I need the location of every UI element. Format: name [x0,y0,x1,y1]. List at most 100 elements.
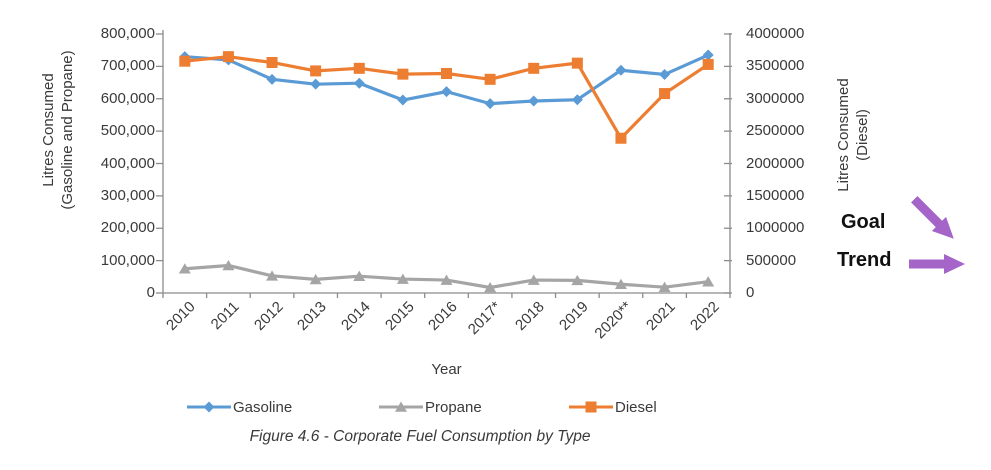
x-axis-tick-label: 2010 [163,298,200,334]
legend-marker [395,401,407,412]
x-axis-title: Year [431,361,462,378]
diesel-marker [484,73,496,85]
diesel-legend-swatch [569,401,613,413]
diesel-marker [222,51,234,63]
legend-label-gasoline: Gasoline [233,398,293,416]
gasoline-marker [659,68,671,80]
gasoline-marker [702,49,714,61]
gasoline-legend-marker-icon [186,400,232,414]
right-axis-tick-label: 1000000 [746,219,805,237]
right-axis-tick-label: 500000 [746,251,797,269]
legend-label-diesel: Diesel [615,398,657,416]
propane-marker [658,281,671,292]
goal-label: Goal [841,211,886,233]
gasoline-marker [397,94,409,106]
propane-marker [571,274,584,286]
right-axis-tick-label: 0 [746,284,755,301]
propane-marker [484,281,497,293]
diesel-marker [310,65,322,77]
left-axis-tick-label: 700,000 [100,57,155,75]
left-axis-tick-label: 200,000 [100,219,155,237]
gasoline-marker [528,95,540,107]
diesel-marker [266,56,278,68]
propane-marker [309,273,322,285]
gasoline-marker [266,73,278,85]
gasoline-legend-swatch [187,401,231,413]
legend-item-gasoline: Gasoline [186,398,293,416]
trend-label: Trend [837,249,892,271]
legend-label-propane: Propane [425,398,482,416]
propane-marker [440,274,453,285]
right-axis-tick-label: 2000000 [746,154,805,172]
trend-arrow-icon [909,254,965,274]
propane-marker [178,263,191,274]
right-axis-tick-label: 2500000 [746,122,805,140]
right-axis-tick-label: 3000000 [746,89,805,107]
propane-marker [396,273,409,284]
left-axis-tick-label: 100,000 [100,251,155,269]
gasoline-marker [615,64,627,76]
diesel-marker [179,55,191,67]
x-axis-tick-label: 2012 [250,298,287,334]
propane-marker [353,270,366,281]
right-axis-title-line2: (Diesel) [854,109,871,161]
gasoline-marker [353,77,365,89]
propane-legend-swatch [379,401,423,412]
legend-marker [203,401,215,413]
x-axis-tick-label: 2019 [556,298,592,334]
left-axis-title-line1: Litres Consumed [40,73,57,187]
right-axis-title: Litres Consumed (Diesel) [834,50,872,220]
propane-marker [222,259,235,271]
diesel-series [179,51,714,144]
left-axis-tick-label: 300,000 [100,186,155,204]
left-axis-tick-label: 500,000 [100,122,155,140]
diesel-legend-marker-icon [568,400,614,414]
x-axis-tick-label: 2016 [425,298,461,334]
left-axis-title-line2: (Gasoline and Propane) [59,50,76,210]
x-axis-tick-label: 2013 [294,298,330,334]
x-axis-tick-label: 2021 [643,298,679,334]
diesel-marker [571,57,583,69]
propane-marker [614,278,627,290]
figure-caption: Figure 4.6 - Corporate Fuel Consumption … [249,428,591,445]
right-axis-title-line1: Litres Consumed [835,78,852,192]
propane-legend-marker-icon [378,400,424,414]
legend-marker [585,401,597,413]
right-axis-tick-label: 1500000 [746,186,805,204]
x-axis-tick-label: 2015 [381,298,418,334]
right-axis-tick-label: 3500000 [746,57,805,75]
propane-marker [527,274,540,285]
diesel-marker [353,62,365,74]
diesel-marker [702,58,714,70]
gasoline-marker [571,94,583,106]
legend-item-propane: Propane [378,398,482,416]
gasoline-marker [310,78,322,90]
goal-arrow-icon [907,192,961,246]
x-axis-tick-label: 2011 [207,298,243,334]
left-axis-tick-label: 0 [146,284,155,301]
propane-marker [702,276,715,287]
left-axis-tick-label: 800,000 [100,25,155,42]
left-axis-tick-label: 600,000 [100,89,155,107]
legend-item-diesel: Diesel [568,398,657,416]
propane-series [178,259,715,293]
propane-marker [266,270,279,281]
diesel-marker [441,67,452,79]
diesel-marker [397,68,409,80]
diesel-marker [659,88,671,100]
x-axis-tick-label: 2018 [512,298,549,334]
x-axis-tick-label: 2020** [591,298,636,343]
x-axis-tick-label: 2014 [337,298,374,334]
x-axis-tick-label: 2017* [464,298,505,339]
gasoline-marker [484,98,496,110]
left-axis-title: Litres Consumed (Gasoline and Propane) [39,35,77,225]
x-axis-tick-label: 2022 [686,298,723,334]
gasoline-marker [441,86,452,98]
diesel-marker [615,132,627,144]
diesel-marker [528,62,540,74]
left-axis-tick-label: 400,000 [100,154,155,172]
right-axis-tick-label: 4000000 [746,25,805,42]
